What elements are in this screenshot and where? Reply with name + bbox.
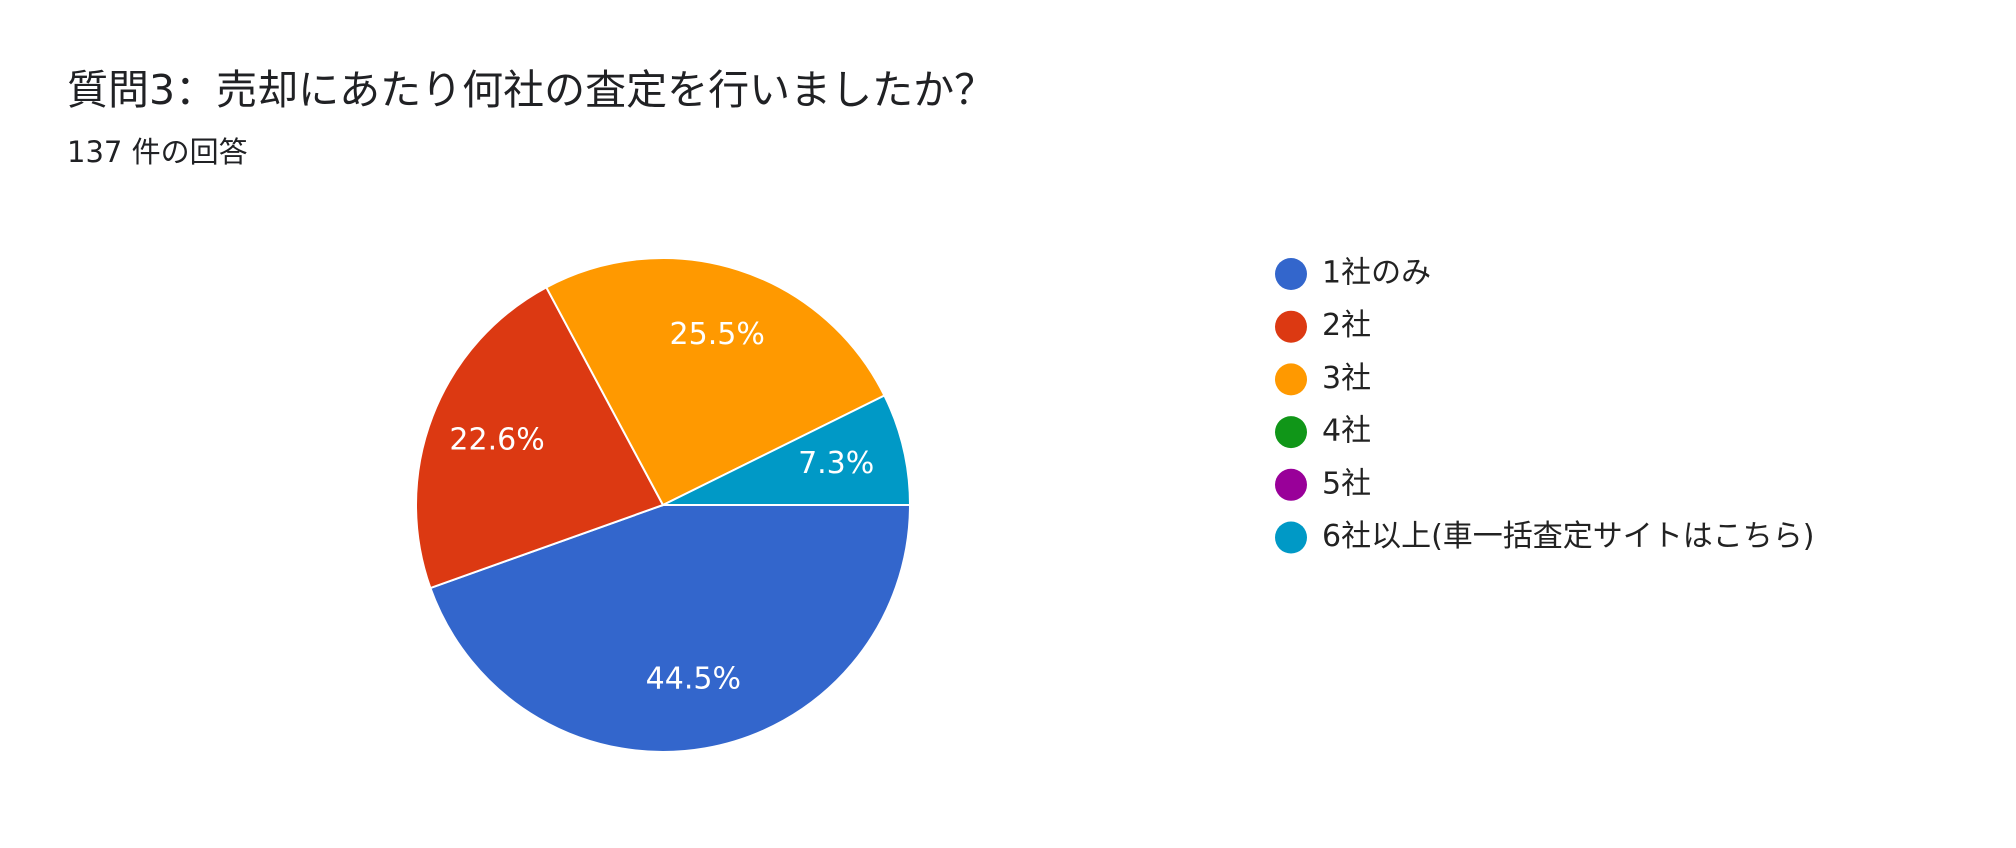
chart-title: 質問3：売却にあたり何社の査定を行いましたか？	[67, 66, 995, 114]
legend-label: 1社のみ	[1322, 256, 1431, 291]
legend-marker	[1275, 363, 1307, 396]
legend-marker	[1275, 416, 1307, 449]
legend-label: 4社	[1322, 414, 1371, 449]
legend-label: 6社以上(車一括査定サイトはこちら)	[1322, 519, 1815, 554]
legend-marker	[1275, 310, 1307, 343]
legend-label: 5社	[1322, 466, 1371, 501]
data-label: 7.3%	[798, 446, 874, 481]
legend-label: 2社	[1322, 308, 1371, 343]
data-label: 44.5%	[646, 662, 741, 697]
pie-slice	[429, 504, 912, 753]
legend-marker	[1275, 258, 1307, 290]
chart-subtitle: 137 件の回答	[67, 135, 248, 169]
pie-slice	[415, 285, 665, 590]
pie-slice	[662, 394, 912, 506]
legend-marker	[1275, 521, 1307, 554]
legend-marker	[1275, 468, 1307, 501]
data-label: 25.5%	[670, 317, 765, 352]
pie-slice	[544, 257, 886, 507]
data-label: 22.6%	[449, 423, 544, 458]
legend-label: 3社	[1322, 361, 1371, 396]
